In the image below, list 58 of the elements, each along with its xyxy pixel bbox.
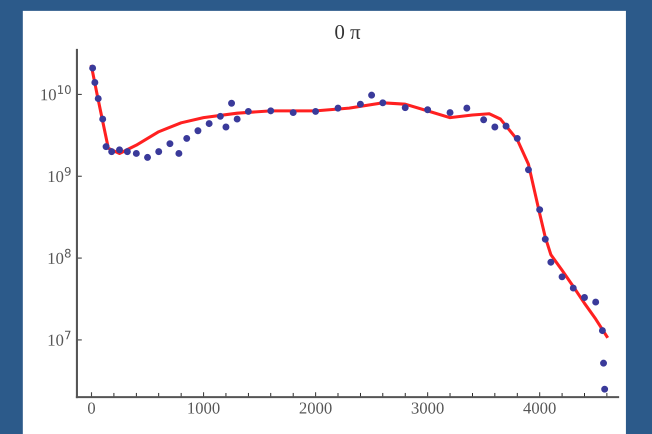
point: [194, 127, 202, 134]
point: [502, 122, 510, 130]
point: [116, 146, 123, 154]
point: [166, 140, 174, 148]
point: [598, 327, 606, 334]
point: [547, 258, 554, 266]
y-tick-label: 10$^{7}$: [48, 330, 70, 346]
x-tick-label: 2000: [300, 402, 332, 414]
point: [244, 108, 252, 115]
point: [368, 92, 376, 99]
point: [356, 100, 364, 108]
point: [175, 150, 182, 157]
point: [480, 116, 488, 124]
point: [155, 148, 162, 156]
point: [524, 166, 532, 174]
x-tick-label: 0: [88, 402, 96, 414]
x-tick-label: 1000: [188, 402, 220, 414]
point: [124, 148, 131, 156]
x-tick-label: 3000: [412, 402, 444, 414]
point: [334, 104, 342, 112]
point: [290, 109, 297, 116]
point: [514, 134, 521, 142]
point: [581, 294, 588, 301]
x-tick-label: 4000: [523, 402, 556, 414]
point: [102, 143, 110, 150]
y-tick-label: 10$^{9}$: [48, 166, 71, 182]
point: [491, 124, 498, 130]
y-tick-label: 10$^{8}$: [48, 248, 71, 264]
chart-title: 0 π: [335, 24, 360, 40]
point: [234, 116, 241, 123]
point: [402, 104, 409, 112]
point: [108, 148, 116, 156]
point: [379, 99, 386, 106]
point: [570, 284, 577, 292]
point: [542, 236, 549, 243]
point: [183, 134, 190, 142]
point: [216, 112, 224, 120]
point: [446, 109, 454, 116]
point: [222, 124, 230, 130]
point: [536, 206, 544, 214]
y-tick-label: 10$^{10}$: [41, 85, 71, 100]
point: [206, 120, 213, 128]
point: [424, 106, 432, 114]
point: [91, 79, 98, 86]
point: [267, 107, 274, 114]
point: [592, 298, 600, 306]
point: [463, 104, 470, 112]
point: [558, 273, 566, 280]
point: [89, 64, 96, 72]
point: [601, 386, 608, 393]
line-series: [90, 64, 608, 338]
point: [600, 360, 608, 367]
point: [94, 95, 102, 102]
point: [228, 100, 236, 107]
point: [312, 108, 320, 115]
point: [132, 150, 140, 157]
point: [144, 154, 151, 161]
point: [99, 116, 106, 123]
